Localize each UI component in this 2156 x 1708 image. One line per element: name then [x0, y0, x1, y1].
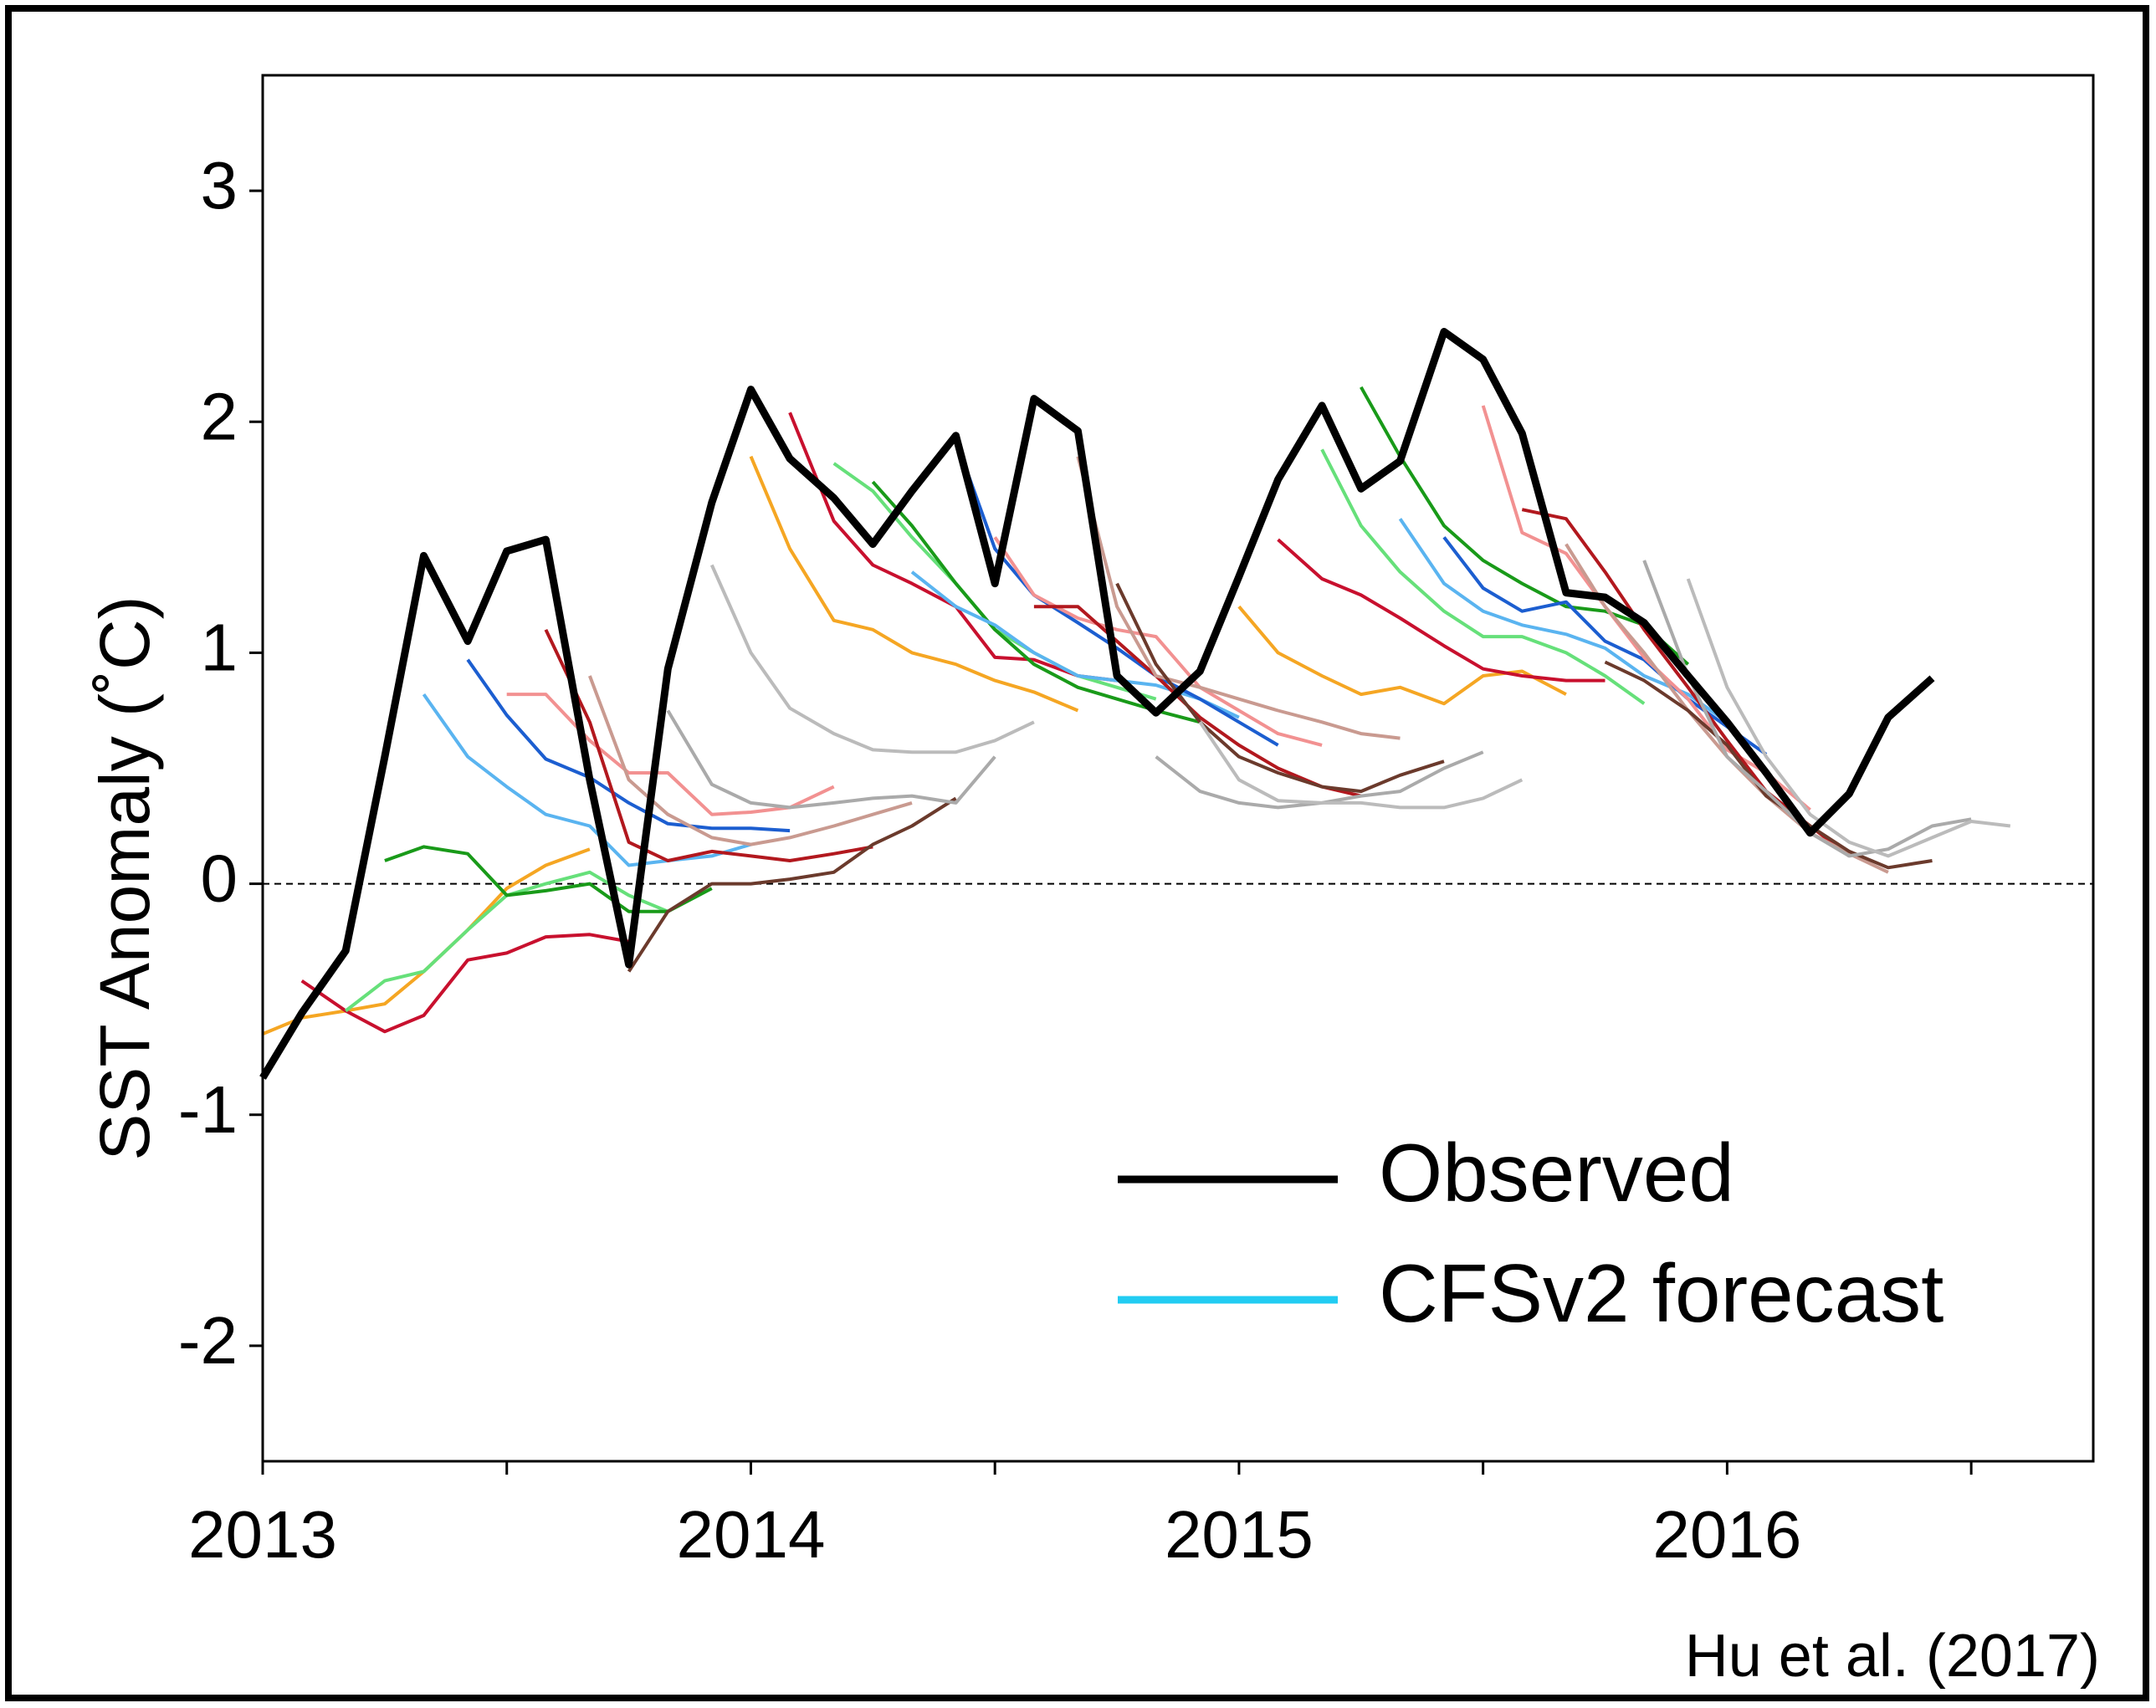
series-line [1481, 405, 1811, 811]
series-line [1115, 582, 1445, 794]
legend-label: Observed [1379, 1127, 1734, 1219]
series-line [466, 658, 791, 833]
y-tick-label: 3 [201, 148, 238, 222]
series-line [384, 845, 713, 913]
y-tick-label: 2 [201, 379, 238, 453]
x-tick-label: 2013 [188, 1497, 337, 1572]
series-line [422, 693, 752, 867]
series-line [588, 675, 913, 846]
series-line [1604, 660, 1933, 870]
plot-border [261, 74, 2095, 1463]
series-line [544, 628, 873, 862]
y-tick-label: -1 [178, 1072, 238, 1147]
legend-label: CFSv2 forecast [1379, 1247, 1943, 1339]
series-line [749, 455, 1079, 713]
series-line [993, 536, 1323, 747]
series-line [666, 709, 996, 810]
series-line [1198, 721, 1524, 810]
series-line [954, 439, 1279, 747]
series-line [627, 796, 957, 973]
y-axis-label: SST Anomaly (˚C) [85, 596, 164, 1160]
series-line [709, 564, 1035, 754]
series-line [910, 570, 1240, 719]
series-line [1442, 536, 1768, 756]
series-line [871, 480, 1201, 724]
x-tick-label: 2015 [1165, 1497, 1314, 1572]
series-line [1686, 578, 2011, 858]
y-tick-label: 1 [201, 611, 238, 685]
x-tick-label: 2016 [1652, 1497, 1801, 1572]
series-line [300, 933, 629, 1034]
x-tick-label: 2014 [676, 1497, 825, 1572]
frame [5, 5, 2149, 1701]
series-line [1360, 386, 1690, 666]
series-line [1076, 456, 1401, 740]
series-line [1277, 538, 1605, 683]
series-line [1398, 518, 1728, 724]
y-tick-label: 0 [201, 841, 238, 916]
series-line [506, 693, 835, 816]
series-line [1320, 448, 1646, 705]
y-tick-label: -2 [178, 1303, 238, 1378]
series-line [259, 328, 1935, 1080]
source: Hu et al. (2017) [1685, 1623, 2100, 1690]
